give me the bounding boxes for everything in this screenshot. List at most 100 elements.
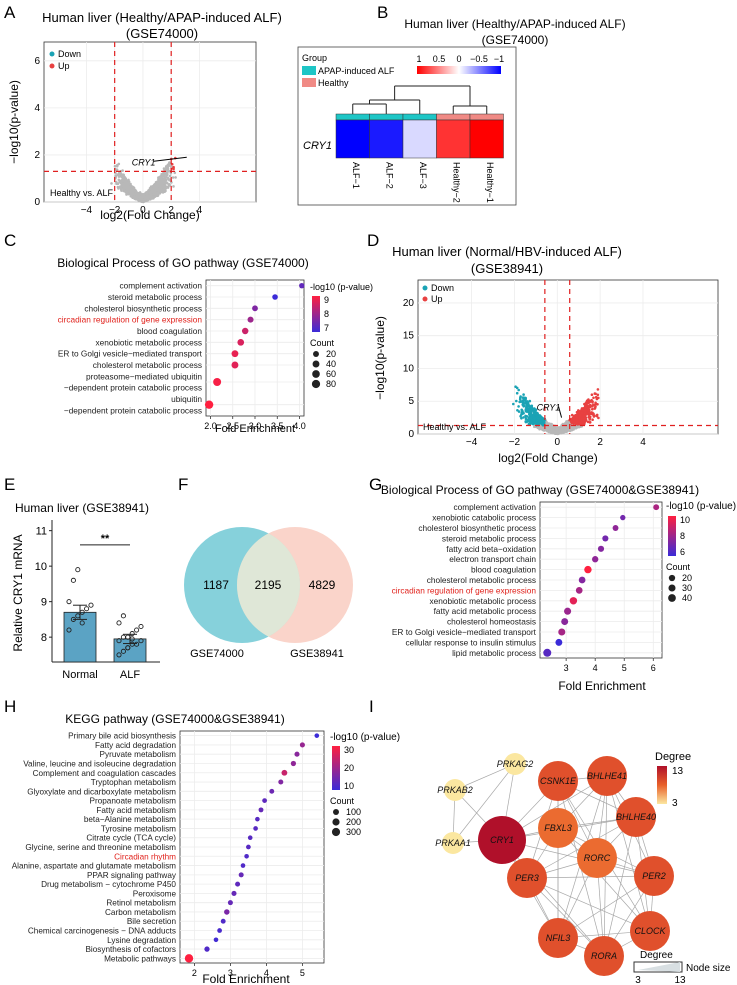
d-point [596, 403, 599, 406]
panel-b-group-alf: APAP-induced ALF [318, 66, 395, 76]
h-term-label: Chemical carcinogenesis − DNA adducts [28, 927, 176, 936]
g-term-label: blood coagulation [471, 565, 536, 575]
g-xtick: 3 [564, 663, 569, 673]
c-point [252, 305, 258, 312]
h-term-label: Biosynthesis of cofactors [85, 945, 176, 954]
panel-d-ylabel: −log10(p-value) [373, 316, 387, 400]
h-point [213, 937, 219, 943]
h-term-label: Bile secretion [127, 917, 177, 926]
panel-a-volcano: Human liver (Healthy/APAP-induced ALF) (… [7, 10, 282, 222]
panel-h-title: KEGG pathway (GSE74000&GSE38941) [65, 712, 284, 726]
d-point [535, 421, 538, 424]
network-size-legend-title: Degree [640, 950, 673, 961]
network-size-legend-label: Node size [686, 963, 731, 974]
d-xtick: −4 [466, 437, 478, 448]
a-point [157, 178, 161, 182]
a-point [149, 194, 153, 197]
panel-f-venn: 1187 2195 4829 GSE74000 GSE38941 [184, 527, 353, 660]
c-point [247, 316, 254, 323]
h-point [235, 881, 241, 887]
panel-b-group-strip [469, 113, 504, 121]
panel-c-legend-color-title: -log10 (p-value) [310, 282, 373, 292]
a-point [145, 192, 149, 196]
panel-b-scale-tick-2: 0.5 [433, 54, 446, 64]
d-point [591, 418, 594, 422]
panel-a-xlabel: log2(Fold Change) [100, 208, 199, 222]
d-point [573, 422, 577, 425]
c-xtick: 2.5 [226, 421, 239, 431]
c-xtick: 3.0 [249, 421, 262, 431]
c-legend-color-tick: 9 [324, 295, 329, 305]
a-point [164, 185, 168, 188]
c-term-label: −dependent protein catabolic process [64, 383, 202, 393]
network-node-label: CLOCK [634, 926, 666, 936]
venn-overlap-count: 2195 [255, 578, 282, 592]
a-point [152, 190, 155, 194]
d-point [526, 406, 529, 409]
h-point [217, 928, 222, 933]
panel-b-group-strip [335, 113, 370, 121]
a-point [164, 181, 167, 184]
d-point [520, 417, 523, 420]
c-term-label: ubiquitin [171, 394, 202, 404]
network-size-legend-max: 13 [674, 975, 686, 985]
panel-d-subtitle: (GSE38941) [471, 261, 543, 276]
d-xtick: 2 [597, 437, 603, 448]
network-color-legend-title: Degree [655, 751, 691, 763]
panel-b-group-swatch-alf [302, 66, 316, 75]
d-point [593, 392, 597, 395]
g-legend-size-tick: 30 [682, 583, 692, 593]
g-term-label: fatty acid beta−oxidation [446, 544, 536, 554]
panel-b-heatmap: Human liver (Healthy/APAP-induced ALF) (… [297, 17, 626, 206]
h-term-label: PPAR signaling pathway [87, 871, 177, 880]
network-node-label: CSNK1E [540, 776, 577, 786]
panel-d-plot-area [417, 279, 719, 435]
d-point [539, 417, 542, 421]
panel-h-legend-color-title: -log10 (p-value) [330, 732, 400, 743]
c-term-label: circadian regulation of gene expression [58, 315, 203, 325]
panel-e-sample-point [129, 631, 135, 637]
g-term-label: cholesterol metabolic process [427, 575, 536, 585]
a-point [156, 183, 159, 187]
network-node-label: PRKAB2 [437, 785, 473, 795]
c-term-label: cholesterol biosynthetic process [84, 303, 202, 313]
network-node-label: PRKAG2 [497, 759, 534, 769]
a-point [169, 165, 173, 168]
d-xtick: 0 [555, 437, 561, 448]
a-point [128, 182, 131, 186]
h-point [258, 807, 264, 813]
panel-e-sample-point [88, 602, 94, 608]
d-point [551, 430, 555, 433]
a-point [122, 178, 125, 182]
h-point [262, 798, 267, 803]
d-point [521, 396, 525, 399]
panel-b-group-healthy: Healthy [318, 78, 349, 88]
g-legend-size-dot [668, 594, 676, 602]
g-legend-size-dot [668, 574, 676, 582]
h-legend-size-dot [332, 818, 340, 826]
d-ytick: 20 [403, 298, 415, 309]
h-point [227, 900, 233, 906]
d-point [555, 427, 558, 430]
d-ytick: 0 [408, 429, 414, 440]
panel-e-title: Human liver (GSE38941) [15, 501, 149, 515]
d-point [587, 415, 591, 419]
a-ytick: 2 [34, 150, 40, 161]
panel-label-h: H [4, 697, 16, 716]
a-point [131, 189, 134, 192]
a-ytick: 4 [34, 103, 40, 114]
a-point [130, 191, 133, 195]
d-point [514, 385, 517, 389]
d-xtick: 4 [640, 437, 646, 448]
panel-e-sample-point [75, 567, 81, 573]
panel-a-legend-up-marker [49, 63, 55, 69]
panel-a-cry1-arrow [153, 156, 187, 162]
d-point [580, 411, 584, 415]
panel-b-group-label: Group [302, 53, 327, 63]
g-xtick: 5 [622, 663, 627, 673]
d-point [575, 418, 579, 422]
